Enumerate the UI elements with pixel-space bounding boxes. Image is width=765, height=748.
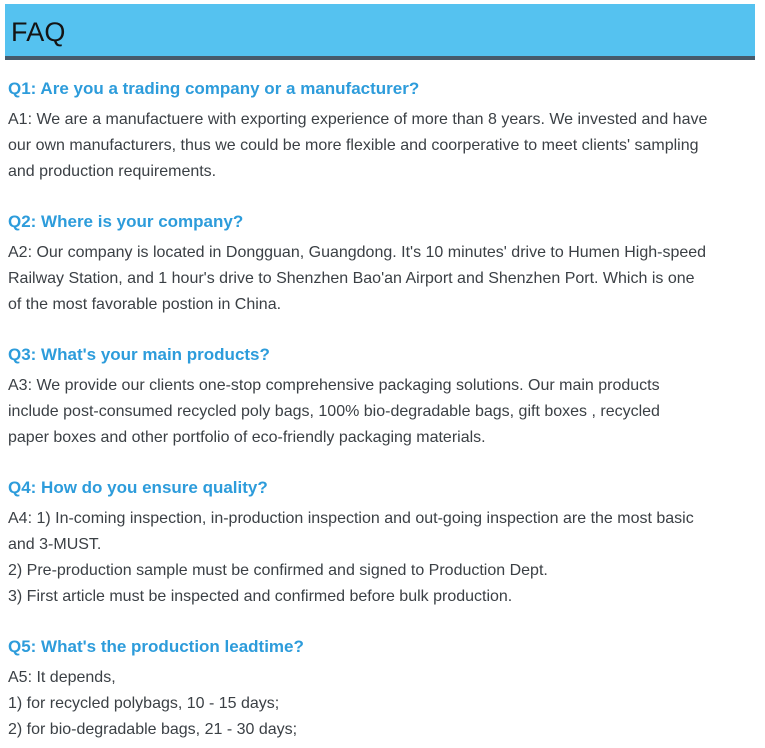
- faq-item-q4: Q4: How do you ensure quality? A4: 1) In…: [8, 477, 753, 610]
- answer-line: 3) for paper boxes, usually 21 - 30 days…: [8, 743, 753, 748]
- faq-answer: A3: We provide our clients one-stop comp…: [8, 373, 753, 451]
- answer-line: 3) First article must be inspected and c…: [8, 588, 513, 605]
- answer-line: A5: It depends,: [8, 669, 116, 686]
- faq-question: Q5: What's the production leadtime?: [8, 637, 304, 656]
- page-title: FAQ: [11, 16, 66, 47]
- answer-line: our own manufacturers, thus we could be …: [8, 137, 699, 154]
- answer-line: include post-consumed recycled poly bags…: [8, 403, 660, 420]
- faq-item-q5: Q5: What's the production leadtime? A5: …: [8, 636, 753, 748]
- faq-section-header: FAQ: [5, 4, 755, 60]
- answer-line: of the most favorable postion in China.: [8, 296, 282, 313]
- faq-answer: A2: Our company is located in Dongguan, …: [8, 240, 753, 318]
- answer-line: 2) Pre-production sample must be confirm…: [8, 562, 548, 579]
- faq-answer: A1: We are a manufactuere with exporting…: [8, 107, 753, 185]
- faq-answer: A4: 1) In-coming inspection, in-producti…: [8, 506, 753, 610]
- answer-line: and 3-MUST.: [8, 536, 102, 553]
- faq-question: Q3: What's your main products?: [8, 345, 270, 364]
- faq-question: Q2: Where is your company?: [8, 212, 244, 231]
- faq-question: Q4: How do you ensure quality?: [8, 478, 268, 497]
- answer-line: 2) for bio-degradable bags, 21 - 30 days…: [8, 721, 298, 738]
- faq-content: Q1: Are you a trading company or a manuf…: [0, 60, 765, 748]
- faq-item-q3: Q3: What's your main products? A3: We pr…: [8, 344, 753, 451]
- faq-question: Q1: Are you a trading company or a manuf…: [8, 79, 420, 98]
- answer-line: A3: We provide our clients one-stop comp…: [8, 377, 660, 394]
- faq-item-q2: Q2: Where is your company? A2: Our compa…: [8, 211, 753, 318]
- answer-line: Railway Station, and 1 hour's drive to S…: [8, 270, 695, 287]
- faq-answer: A5: It depends, 1) for recycled polybags…: [8, 665, 753, 748]
- faq-item-q1: Q1: Are you a trading company or a manuf…: [8, 78, 753, 185]
- answer-line: A2: Our company is located in Dongguan, …: [8, 244, 707, 261]
- answer-line: 1) for recycled polybags, 10 - 15 days;: [8, 695, 280, 712]
- answer-line: A4: 1) In-coming inspection, in-producti…: [8, 510, 694, 527]
- answer-line: A1: We are a manufactuere with exporting…: [8, 111, 708, 128]
- answer-line: paper boxes and other portfolio of eco-f…: [8, 429, 486, 446]
- answer-line: and production requirements.: [8, 163, 217, 180]
